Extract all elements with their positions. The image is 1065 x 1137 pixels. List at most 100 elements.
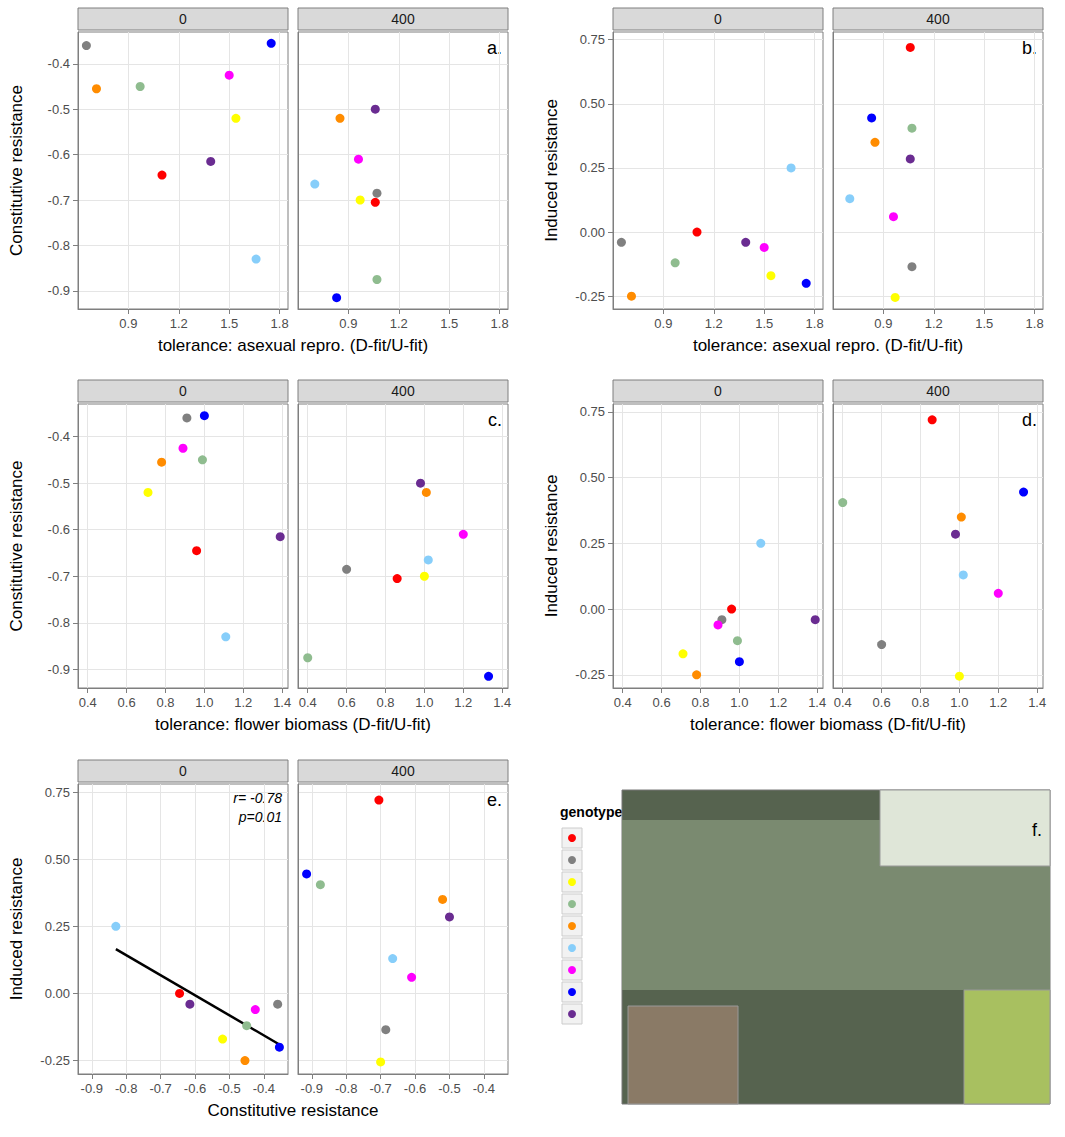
svg-text:-0.7: -0.7 [369,1081,391,1096]
svg-text:0.8: 0.8 [376,695,394,710]
svg-text:0.00: 0.00 [580,602,605,617]
svg-text:0.25: 0.25 [580,160,605,175]
svg-text:0: 0 [179,11,187,27]
svg-text:0.6: 0.6 [338,695,356,710]
svg-text:0.00: 0.00 [45,986,70,1001]
svg-text:0.4: 0.4 [834,695,852,710]
svg-text:-0.8: -0.8 [115,1081,137,1096]
svg-text:-0.25: -0.25 [575,667,605,682]
svg-text:0.9: 0.9 [654,316,672,331]
svg-text:0.4: 0.4 [79,695,97,710]
svg-text:0.50: 0.50 [580,470,605,485]
svg-text:tolerance: asexual repro. (D-f: tolerance: asexual repro. (D-fit/U-fit) [158,336,428,355]
svg-text:400: 400 [391,763,415,779]
svg-text:1.5: 1.5 [220,316,238,331]
svg-text:1.8: 1.8 [491,316,509,331]
svg-text:-0.6: -0.6 [48,522,70,537]
svg-text:0: 0 [179,763,187,779]
svg-text:-0.4: -0.4 [48,56,70,71]
svg-text:1.2: 1.2 [925,316,943,331]
svg-text:-0.8: -0.8 [48,615,70,630]
svg-text:tolerance: flower biomass (D-f: tolerance: flower biomass (D-fit/U-fit) [155,715,431,734]
svg-text:0.6: 0.6 [873,695,891,710]
svg-text:c.: c. [488,410,502,430]
svg-text:0: 0 [714,11,722,27]
svg-text:tolerance: flower biomass (D-f: tolerance: flower biomass (D-fit/U-fit) [690,715,966,734]
svg-text:1.0: 1.0 [195,695,213,710]
svg-text:Induced resistance: Induced resistance [542,99,561,242]
svg-text:-0.9: -0.9 [48,662,70,677]
svg-text:-0.5: -0.5 [48,102,70,117]
svg-text:0.25: 0.25 [580,536,605,551]
svg-text:-0.4: -0.4 [253,1081,275,1096]
svg-text:0.75: 0.75 [580,404,605,419]
svg-text:0.8: 0.8 [156,695,174,710]
svg-text:0.50: 0.50 [580,96,605,111]
svg-text:-0.5: -0.5 [218,1081,240,1096]
svg-text:Constitutive resistance: Constitutive resistance [7,85,26,256]
svg-text:1.8: 1.8 [1026,316,1044,331]
svg-text:0.75: 0.75 [580,32,605,47]
svg-text:0.9: 0.9 [119,316,137,331]
svg-text:1.4: 1.4 [808,695,826,710]
svg-text:1.2: 1.2 [769,695,787,710]
svg-text:genotype: genotype [560,804,622,820]
svg-text:-0.25: -0.25 [575,289,605,304]
svg-text:-0.7: -0.7 [149,1081,171,1096]
svg-text:0.4: 0.4 [299,695,317,710]
svg-text:-0.6: -0.6 [404,1081,426,1096]
svg-text:f.: f. [1032,820,1042,840]
svg-text:1.2: 1.2 [390,316,408,331]
svg-text:Induced resistance: Induced resistance [7,858,26,1001]
svg-text:-0.4: -0.4 [473,1081,495,1096]
svg-text:0.6: 0.6 [118,695,136,710]
svg-text:0.25: 0.25 [45,919,70,934]
svg-text:400: 400 [391,383,415,399]
svg-text:1.0: 1.0 [950,695,968,710]
svg-text:1.2: 1.2 [454,695,472,710]
svg-text:tolerance: asexual repro. (D-f: tolerance: asexual repro. (D-fit/U-fit) [693,336,963,355]
svg-text:1.5: 1.5 [755,316,773,331]
svg-text:1.5: 1.5 [440,316,458,331]
svg-text:1.0: 1.0 [730,695,748,710]
svg-text:0.9: 0.9 [874,316,892,331]
svg-text:-0.4: -0.4 [48,429,70,444]
svg-text:-0.9: -0.9 [301,1081,323,1096]
svg-text:-0.8: -0.8 [335,1081,357,1096]
svg-text:1.2: 1.2 [989,695,1007,710]
svg-text:-0.9: -0.9 [48,283,70,298]
svg-text:0.75: 0.75 [45,785,70,800]
svg-text:0.8: 0.8 [691,695,709,710]
svg-text:1.8: 1.8 [271,316,289,331]
svg-text:0: 0 [179,383,187,399]
svg-text:0.50: 0.50 [45,852,70,867]
svg-text:-0.5: -0.5 [48,476,70,491]
svg-text:400: 400 [391,11,415,27]
svg-text:-0.6: -0.6 [48,147,70,162]
svg-text:0.9: 0.9 [339,316,357,331]
svg-text:Constitutive resistance: Constitutive resistance [7,460,26,631]
svg-text:400: 400 [926,11,950,27]
svg-text:1.2: 1.2 [234,695,252,710]
svg-text:-0.25: -0.25 [40,1053,70,1068]
svg-text:1.4: 1.4 [493,695,511,710]
svg-text:0.6: 0.6 [653,695,671,710]
svg-text:0.4: 0.4 [614,695,632,710]
svg-text:-0.7: -0.7 [48,569,70,584]
svg-text:0.00: 0.00 [580,225,605,240]
svg-text:Constitutive resistance: Constitutive resistance [207,1101,378,1120]
svg-text:1.0: 1.0 [415,695,433,710]
svg-text:400: 400 [926,383,950,399]
svg-text:1.8: 1.8 [806,316,824,331]
svg-text:-0.6: -0.6 [184,1081,206,1096]
svg-text:1.4: 1.4 [1028,695,1046,710]
svg-text:-0.7: -0.7 [48,193,70,208]
svg-text:1.2: 1.2 [170,316,188,331]
svg-text:1.2: 1.2 [705,316,723,331]
svg-text:0: 0 [714,383,722,399]
svg-text:-0.8: -0.8 [48,238,70,253]
svg-text:-0.5: -0.5 [438,1081,460,1096]
svg-text:p=0.01: p=0.01 [238,809,282,825]
svg-text:0.8: 0.8 [911,695,929,710]
svg-text:Induced resistance: Induced resistance [542,475,561,618]
